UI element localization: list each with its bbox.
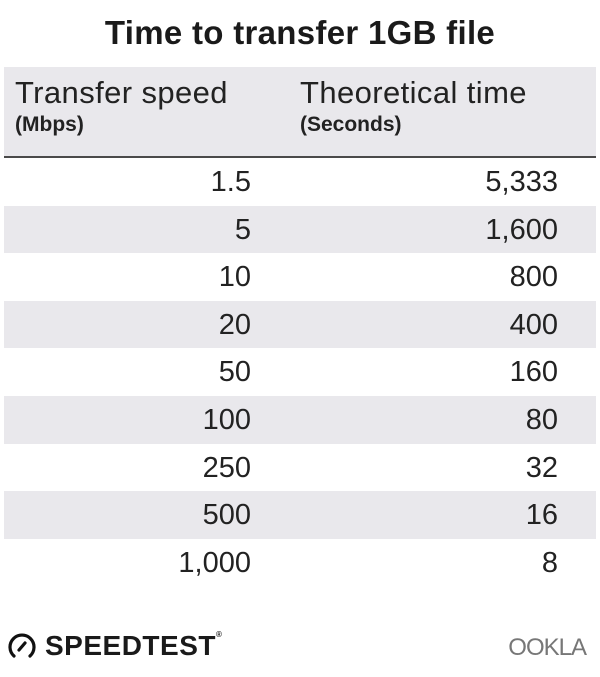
cell-time: 160 [509, 356, 558, 389]
table-row: 250 32 [4, 444, 596, 492]
table-row: 1,000 8 [4, 539, 596, 587]
cell-time: 8 [541, 546, 558, 579]
header-label: Theoretical time [300, 75, 527, 110]
header-transfer-speed: Transfer speed (Mbps) [15, 75, 228, 137]
cell-speed: 250 [202, 451, 251, 484]
table-row: 500 16 [4, 491, 596, 539]
speedtest-logo: SPEEDTEST® [7, 630, 222, 662]
footer: SPEEDTEST® OOKLA [0, 628, 600, 668]
speedometer-icon [8, 633, 36, 658]
table-row: 100 80 [4, 395, 596, 444]
data-table: Transfer speed (Mbps) Theoretical time (… [4, 67, 596, 586]
table-row: 1.5 5,333 [4, 158, 596, 206]
cell-speed: 5 [234, 213, 251, 246]
header-unit: (Seconds) [300, 113, 402, 136]
header-theoretical-time: Theoretical time (Seconds) [300, 75, 527, 137]
header-label: Transfer speed [15, 75, 228, 110]
table-row: 50 160 [4, 348, 596, 396]
cell-speed: 500 [202, 499, 251, 532]
cell-time: 5,333 [485, 166, 558, 198]
cell-time: 16 [525, 499, 558, 532]
chart-title: Time to transfer 1GB file [104, 14, 496, 51]
ookla-logo: OOKLA [508, 634, 587, 661]
table-row: 10 800 [4, 253, 596, 301]
cell-time: 800 [509, 261, 558, 294]
table-body: 1.5 5,333 5 1,600 10 800 20 400 50 160 100 80 250 32 5… [4, 158, 596, 586]
table-header: Transfer speed (Mbps) Theoretical time (… [4, 67, 596, 158]
cell-speed: 1.5 [210, 166, 251, 198]
speedtest-wordmark: SPEEDTEST® [45, 630, 223, 661]
cell-speed: 20 [218, 308, 251, 341]
cell-speed: 1,000 [178, 546, 251, 579]
cell-speed: 10 [218, 261, 251, 294]
table-row: 5 1,600 [4, 205, 596, 254]
table-row: 20 400 [4, 300, 596, 349]
cell-speed: 50 [218, 356, 251, 389]
cell-time: 400 [509, 308, 558, 341]
cell-time: 32 [525, 451, 558, 484]
cell-speed: 100 [202, 403, 251, 436]
cell-time: 80 [525, 403, 558, 436]
header-unit: (Mbps) [15, 113, 84, 136]
cell-time: 1,600 [485, 213, 558, 246]
